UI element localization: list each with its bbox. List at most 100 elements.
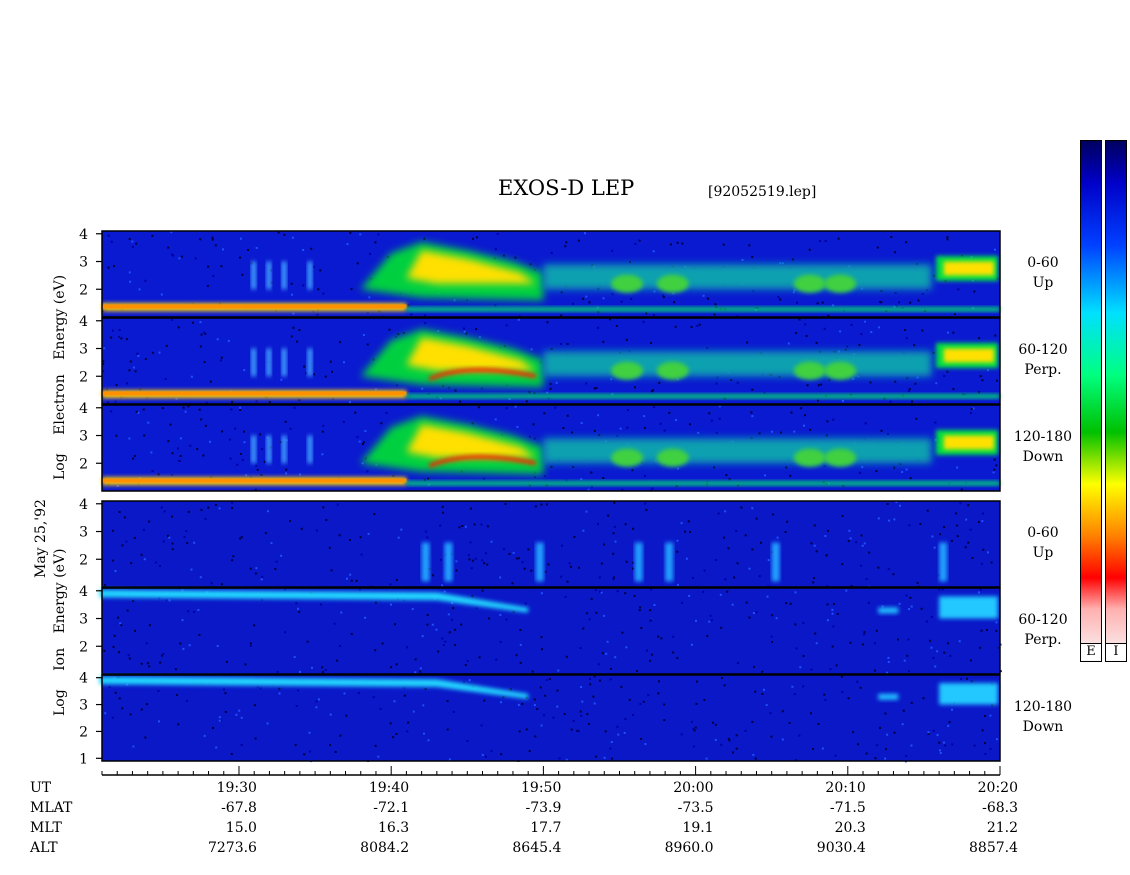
noise-speck	[939, 533, 941, 536]
noise-speck	[627, 409, 629, 411]
noise-speck	[315, 706, 318, 709]
noise-speck	[579, 710, 582, 713]
noise-speck	[991, 704, 994, 707]
burst	[281, 435, 287, 464]
noise-speck	[702, 590, 705, 593]
noise-speck	[792, 291, 795, 294]
noise-speck	[736, 381, 739, 384]
noise-speck	[540, 724, 543, 727]
noise-speck	[973, 744, 976, 747]
noise-speck	[588, 301, 591, 304]
noise-speck	[540, 636, 543, 639]
noise-speck	[966, 677, 968, 680]
noise-speck	[254, 737, 257, 740]
noise-speck	[919, 523, 922, 525]
noise-speck	[689, 423, 691, 426]
noise-speck	[727, 737, 730, 740]
noise-speck	[676, 550, 679, 553]
noise-speck	[612, 552, 615, 555]
noise-speck	[143, 434, 146, 437]
noise-speck	[750, 411, 753, 414]
noise-speck	[832, 603, 835, 606]
noise-speck	[938, 574, 940, 577]
noise-speck	[949, 654, 952, 657]
noise-speck	[827, 314, 830, 317]
noise-speck	[703, 698, 706, 701]
noise-speck	[860, 333, 863, 336]
noise-speck	[379, 707, 382, 710]
noise-speck	[523, 567, 526, 570]
noise-speck	[315, 529, 318, 532]
noise-speck	[298, 329, 301, 331]
noise-speck	[603, 543, 606, 546]
noise-speck	[476, 236, 478, 239]
noise-speck	[389, 722, 392, 725]
noise-speck	[819, 240, 821, 242]
noise-speck	[469, 541, 472, 544]
noise-speck	[151, 234, 154, 237]
noise-speck	[414, 658, 417, 661]
noise-speck	[609, 678, 612, 681]
pitch-angle-line: Perp.	[1024, 362, 1062, 378]
noise-speck	[150, 451, 153, 454]
noise-speck	[349, 231, 352, 234]
noise-speck	[293, 656, 296, 659]
noise-speck	[480, 387, 483, 390]
noise-speck	[289, 520, 291, 522]
noise-speck	[613, 501, 616, 504]
noise-speck	[374, 744, 377, 747]
noise-speck	[829, 668, 832, 671]
noise-speck	[167, 246, 170, 249]
noise-speck	[452, 607, 455, 610]
noise-speck	[368, 296, 371, 299]
noise-speck	[452, 710, 455, 713]
noise-speck	[713, 466, 716, 469]
noise-speck	[129, 280, 132, 283]
noise-speck	[690, 720, 693, 723]
noise-speck	[177, 723, 180, 726]
noise-speck	[668, 411, 671, 414]
y-tick-label: 2	[79, 456, 88, 472]
noise-speck	[720, 677, 723, 679]
noise-speck	[236, 463, 239, 466]
noise-speck	[169, 423, 172, 426]
orbit-mlat-value: -71.5	[829, 800, 866, 816]
noise-speck	[548, 678, 551, 680]
noise-speck	[570, 728, 573, 731]
noise-speck	[824, 535, 827, 537]
noise-speck	[204, 424, 207, 427]
noise-speck	[211, 238, 214, 241]
noise-speck	[519, 628, 522, 631]
noise-speck	[557, 669, 560, 672]
noise-speck	[544, 570, 547, 573]
noise-speck	[736, 562, 739, 565]
noise-speck	[198, 634, 201, 636]
noise-speck	[448, 631, 451, 634]
noise-speck	[343, 692, 346, 695]
noise-speck	[925, 620, 928, 623]
noise-speck	[984, 715, 986, 717]
noise-speck	[624, 523, 627, 526]
noise-speck	[643, 415, 646, 418]
noise-speck	[996, 379, 998, 382]
orbit-alt-value: 8645.4	[512, 840, 562, 856]
noise-speck	[243, 369, 246, 372]
noise-speck	[503, 345, 506, 348]
noise-speck	[751, 507, 754, 510]
noise-speck	[462, 681, 465, 684]
noise-speck	[791, 685, 794, 688]
noise-speck	[249, 567, 252, 570]
pitch-angle-label: 120-180 Down	[1003, 427, 1083, 467]
noise-speck	[676, 583, 679, 586]
noise-speck	[231, 400, 234, 403]
noise-speck	[212, 275, 215, 278]
noise-speck	[185, 530, 188, 533]
noise-speck	[856, 680, 859, 683]
noise-speck	[243, 430, 246, 433]
pitch-angle-line: 60-120	[1018, 342, 1068, 358]
noise-speck	[549, 387, 552, 390]
noise-speck	[609, 667, 612, 670]
noise-speck	[813, 524, 816, 527]
noise-speck	[165, 599, 168, 602]
noise-speck	[764, 474, 766, 477]
